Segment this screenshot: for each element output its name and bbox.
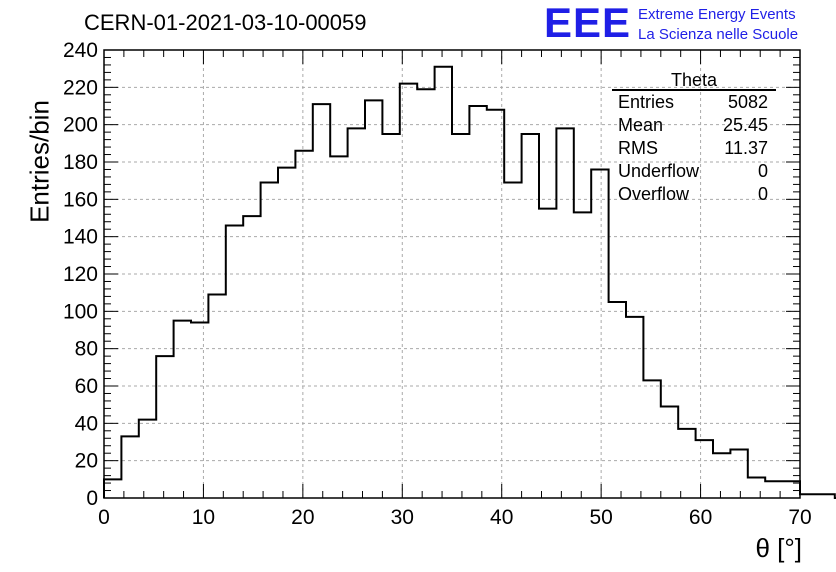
x-tick-label: 50 xyxy=(589,506,612,529)
y-tick-label: 40 xyxy=(75,412,98,435)
histogram-bin xyxy=(487,110,504,498)
histogram-bin xyxy=(539,209,556,498)
x-tick-label: 0 xyxy=(98,506,110,529)
y-tick-label: 160 xyxy=(63,188,98,211)
histogram-bin xyxy=(730,449,747,498)
histogram-bin xyxy=(435,67,452,498)
stats-label: Overflow xyxy=(618,184,690,204)
stats-row-underflow: Underflow 0 xyxy=(612,160,776,183)
stats-label: Underflow xyxy=(618,161,700,181)
histogram-bin xyxy=(191,323,208,498)
histogram-bin xyxy=(261,183,278,498)
y-tick-label: 180 xyxy=(63,151,98,174)
logo-caption-line1: Extreme Energy Events xyxy=(638,6,796,23)
histogram-bin xyxy=(817,494,834,498)
x-tick-label: 30 xyxy=(391,506,414,529)
histogram-bin xyxy=(382,134,399,498)
x-tick-label: 60 xyxy=(689,506,712,529)
stats-label: Mean xyxy=(618,115,664,135)
stats-title: Theta xyxy=(612,71,776,91)
stats-value: 25.45 xyxy=(722,115,768,135)
histogram-bin xyxy=(522,134,539,498)
stats-row-mean: Mean 25.45 xyxy=(612,114,776,137)
histogram-bin xyxy=(121,436,138,498)
histogram-bin xyxy=(365,100,382,498)
histogram-bin xyxy=(226,225,243,498)
histogram-bin xyxy=(783,481,800,498)
histogram-bin xyxy=(348,128,365,498)
histogram-bin xyxy=(278,168,295,498)
x-tick-label: 40 xyxy=(490,506,513,529)
y-tick-label: 0 xyxy=(86,487,98,510)
x-tick-label: 20 xyxy=(291,506,314,529)
x-tick-label: 70 xyxy=(788,506,811,529)
histogram-bin xyxy=(643,380,660,498)
y-axis-label: Entries/bin xyxy=(24,100,55,223)
stats-value: 0 xyxy=(757,161,768,181)
histogram-bin xyxy=(678,429,695,498)
logo-caption-line2: La Scienza nelle Scuole xyxy=(638,26,799,43)
histogram-bin xyxy=(748,477,765,498)
histogram-bin xyxy=(696,440,713,498)
histogram-bin xyxy=(243,216,260,498)
histogram-bin xyxy=(591,169,608,498)
histogram-bin xyxy=(609,302,626,498)
histogram-bin xyxy=(313,104,330,498)
histogram-bin xyxy=(556,128,573,498)
y-tick-label: 100 xyxy=(63,300,98,323)
histogram-bin xyxy=(661,407,678,498)
histogram-bin xyxy=(417,89,434,498)
histogram-bin xyxy=(504,183,521,498)
y-tick-label: 140 xyxy=(63,226,98,249)
stats-row-entries: Entries 5082 xyxy=(612,91,776,114)
y-tick-label: 240 xyxy=(63,39,98,62)
y-tick-label: 60 xyxy=(75,375,98,398)
histogram-series xyxy=(103,65,836,499)
histogram-bin xyxy=(626,317,643,498)
stats-value: 11.37 xyxy=(724,138,768,158)
stats-value: 5082 xyxy=(727,92,768,112)
histogram-bin xyxy=(156,356,173,498)
histogram-bin xyxy=(400,84,417,498)
y-tick-label: 80 xyxy=(75,338,98,361)
eee-logo: EEE xyxy=(544,0,632,46)
histogram-bin xyxy=(139,420,156,498)
histogram-bin xyxy=(800,494,817,498)
stats-label: Entries xyxy=(618,92,675,112)
histogram-bin xyxy=(574,212,591,498)
y-tick-label: 200 xyxy=(63,114,98,137)
y-tick-label: 120 xyxy=(63,263,98,286)
chart-title: CERN-01-2021-03-10-00059 xyxy=(84,10,367,35)
histogram-bin xyxy=(208,295,225,498)
stats-label: RMS xyxy=(618,138,658,158)
stats-value: 0 xyxy=(757,184,768,204)
histogram-bin xyxy=(469,106,486,498)
stats-box: Theta Entries 5082 Mean 25.45 RMS 11.37 … xyxy=(612,71,776,206)
histogram-bin xyxy=(713,453,730,498)
histogram-bin xyxy=(295,151,312,498)
histogram-bin xyxy=(330,156,347,498)
histogram-bin xyxy=(174,321,191,498)
y-tick-label: 220 xyxy=(63,76,98,99)
x-tick-label: 10 xyxy=(192,506,215,529)
histogram-bin xyxy=(452,134,469,498)
y-tick-label: 20 xyxy=(75,450,98,473)
stats-row-rms: RMS 11.37 xyxy=(612,137,776,160)
x-axis-label: θ [°] xyxy=(755,533,802,563)
stats-row-overflow: Overflow 0 xyxy=(612,183,776,206)
histogram-bin xyxy=(104,479,121,498)
